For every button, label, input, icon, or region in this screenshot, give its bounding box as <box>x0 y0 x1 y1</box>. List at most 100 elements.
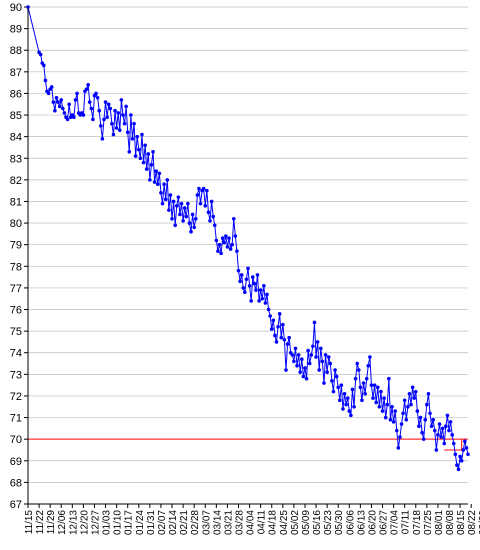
data-point <box>99 124 103 128</box>
data-point <box>189 229 193 234</box>
data-point <box>409 402 413 407</box>
data-point <box>300 357 304 362</box>
x-tick-label: 12/06 <box>57 510 68 535</box>
data-point <box>208 219 212 223</box>
x-tick-label: 06/13 <box>356 510 367 535</box>
data-point <box>287 335 291 340</box>
data-point <box>273 333 277 338</box>
data-point <box>296 353 301 357</box>
data-point <box>345 396 350 400</box>
data-point <box>222 240 227 245</box>
data-point <box>303 366 307 370</box>
data-point <box>187 221 192 225</box>
data-point <box>330 379 334 383</box>
data-point <box>426 391 431 396</box>
data-point <box>26 5 30 9</box>
data-point <box>105 115 109 120</box>
data-point <box>244 277 249 282</box>
x-tick-label: 12/27 <box>90 510 101 535</box>
x-tick-label: 05/16 <box>312 510 323 535</box>
y-tick-label: 77 <box>10 283 22 295</box>
data-point <box>307 361 312 366</box>
data-point <box>249 299 253 303</box>
x-tick-label: 11/15 <box>24 510 35 535</box>
data-point <box>410 385 415 390</box>
data-point <box>444 424 448 429</box>
data-point <box>394 428 399 433</box>
data-point <box>239 273 244 277</box>
data-point <box>448 420 453 424</box>
data-point <box>339 383 344 387</box>
y-tick-label: 85 <box>10 110 22 122</box>
data-point <box>257 299 261 303</box>
data-point <box>436 433 440 437</box>
data-point <box>464 446 469 450</box>
data-point <box>342 391 347 396</box>
data-point <box>431 417 435 422</box>
data-point <box>160 201 165 206</box>
x-tick-label: 01/17 <box>124 510 135 535</box>
data-point <box>67 102 71 107</box>
data-point <box>217 242 222 247</box>
data-point <box>203 204 208 208</box>
x-tick-label: 08/01 <box>434 510 445 535</box>
data-point <box>49 85 54 89</box>
data-point <box>459 458 464 463</box>
data-point <box>320 359 325 364</box>
y-tick-label: 71 <box>10 413 22 425</box>
data-point <box>125 130 130 135</box>
data-point <box>100 137 105 141</box>
data-point <box>406 404 410 409</box>
y-tick-label: 86 <box>10 88 22 100</box>
data-point <box>117 128 122 132</box>
data-point <box>65 117 70 122</box>
y-tick-label: 68 <box>10 477 22 489</box>
data-point <box>250 275 255 279</box>
data-point <box>238 279 242 284</box>
data-point <box>151 149 155 154</box>
data-point <box>463 439 467 444</box>
data-point <box>174 204 179 208</box>
data-point <box>87 100 92 104</box>
data-point <box>344 402 348 407</box>
data-point <box>57 104 62 109</box>
x-tick-label: 03/07 <box>201 510 212 535</box>
data-point <box>363 391 367 396</box>
x-tick-label: 08/08 <box>445 510 456 535</box>
data-point <box>336 385 341 390</box>
data-point <box>417 424 421 429</box>
data-point <box>162 182 166 186</box>
gridlines <box>28 6 468 483</box>
data-point <box>89 106 94 111</box>
data-point <box>184 214 189 219</box>
data-point <box>231 216 236 221</box>
data-point <box>312 320 317 325</box>
data-point <box>356 368 361 372</box>
data-point <box>399 422 404 426</box>
data-point <box>138 156 143 161</box>
y-tick-label: 87 <box>10 67 22 79</box>
data-point <box>102 117 106 122</box>
data-point <box>211 214 215 219</box>
data-point <box>341 407 345 411</box>
data-point <box>360 398 364 403</box>
data-point <box>111 132 116 137</box>
data-point <box>333 368 337 372</box>
data-point <box>165 178 170 182</box>
data-point <box>337 398 342 403</box>
y-tick-label: 74 <box>10 348 22 360</box>
x-tick-label: 06/06 <box>345 510 356 535</box>
data-point <box>450 433 454 437</box>
data-point <box>371 396 375 400</box>
data-point <box>198 201 203 206</box>
y-tick-label: 90 <box>10 2 22 14</box>
data-point <box>38 52 43 57</box>
data-point <box>315 340 320 344</box>
data-point <box>358 385 363 390</box>
data-point <box>42 63 46 68</box>
data-point <box>192 225 196 230</box>
x-tick-label: 02/21 <box>179 510 190 535</box>
x-tick-label: 02/07 <box>157 510 168 535</box>
data-point <box>295 363 299 368</box>
data-point <box>282 337 287 342</box>
